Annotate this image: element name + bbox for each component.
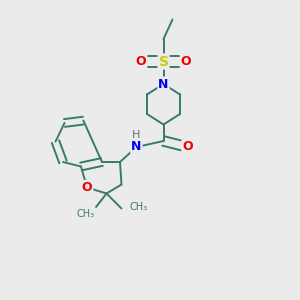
- Text: N: N: [131, 140, 142, 154]
- Text: O: O: [182, 140, 193, 154]
- Text: O: O: [82, 181, 92, 194]
- Text: O: O: [136, 55, 146, 68]
- Text: H: H: [132, 130, 141, 140]
- Text: O: O: [181, 55, 191, 68]
- Text: N: N: [158, 77, 169, 91]
- Text: CH₃: CH₃: [76, 209, 94, 219]
- Text: CH₃: CH₃: [129, 202, 147, 212]
- Text: S: S: [158, 55, 169, 68]
